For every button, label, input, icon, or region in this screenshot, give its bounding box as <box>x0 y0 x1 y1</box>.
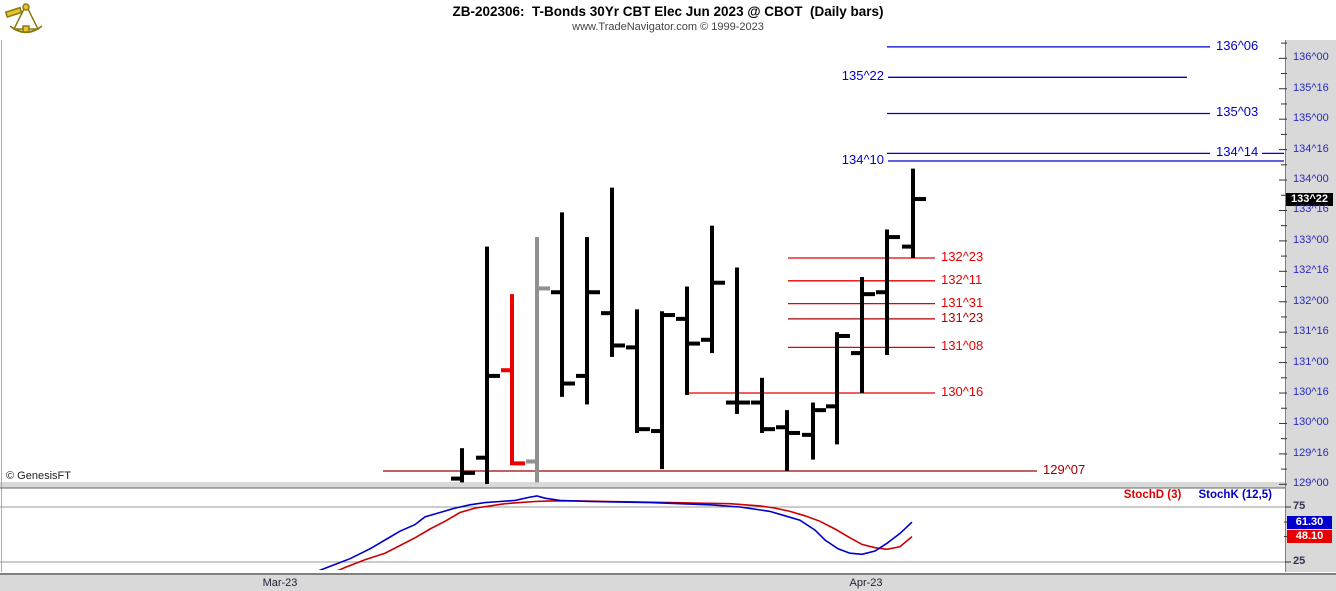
stochk-legend-label[interactable]: StochK (12,5) <box>1198 489 1273 501</box>
price-level-label[interactable]: 131^31 <box>941 294 984 310</box>
price-axis-label: 129^00 <box>1293 477 1329 490</box>
stoch-value-badge: 48.10 <box>1287 530 1332 544</box>
date-axis-label-apr-23[interactable]: Apr-23 <box>849 577 883 589</box>
ohlc-bar <box>601 187 625 357</box>
price-level-label[interactable]: 130^16 <box>941 384 984 400</box>
ohlc-bar <box>802 402 826 460</box>
ohlc-bar <box>476 246 500 484</box>
price-axis-label: 132^16 <box>1293 264 1329 277</box>
price-level-label[interactable]: 134^10 <box>841 152 884 167</box>
price-axis-label: 135^16 <box>1293 81 1329 94</box>
copyright-label: © GenesisFT <box>6 470 71 482</box>
ohlc-bar <box>851 277 875 394</box>
stochk-line[interactable] <box>310 495 913 574</box>
ohlc-bar <box>576 237 600 405</box>
price-axis-label: 131^00 <box>1293 355 1329 368</box>
chart-title: ZB-202306: T-Bonds 30Yr CBT Elec Jun 202… <box>452 4 884 19</box>
stoch-axis-label-25: 25 <box>1293 555 1306 567</box>
ohlc-bar <box>676 286 700 395</box>
price-axis-label: 134^00 <box>1293 173 1329 186</box>
date-axis-strip[interactable] <box>0 573 1336 591</box>
price-axis-label: 135^00 <box>1293 112 1329 125</box>
ohlc-bar <box>551 212 575 397</box>
last-price-badge: 133^22 <box>1286 192 1333 206</box>
ohlc-bar <box>626 309 650 433</box>
chart-subtitle: www.TradeNavigator.com © 1999-2023 <box>572 21 764 33</box>
stoch-pane[interactable] <box>0 495 1285 576</box>
price-axis-label: 132^00 <box>1293 294 1329 307</box>
price-axis-label: 134^16 <box>1293 142 1329 155</box>
pane-separator[interactable] <box>0 482 1286 488</box>
price-axis-label: 129^16 <box>1293 446 1329 459</box>
price-axis-strip[interactable] <box>1286 40 1336 572</box>
price-level-label[interactable]: 132^23 <box>941 249 984 264</box>
ohlc-bar <box>651 311 675 470</box>
price-level-label[interactable]: 132^11 <box>941 271 983 287</box>
price-level-label[interactable]: 135^22 <box>841 68 884 84</box>
price-pane[interactable] <box>383 46 1284 484</box>
ohlc-bar <box>876 229 900 355</box>
date-axis-label-mar-23[interactable]: Mar-23 <box>262 577 298 589</box>
pane-right-border <box>1285 40 1286 572</box>
ohlc-bar <box>826 332 850 445</box>
ohlc-bar <box>501 294 525 466</box>
price-level-label[interactable]: 135^03 <box>1216 104 1259 120</box>
price-axis-label: 131^16 <box>1293 325 1329 338</box>
price-level-label[interactable]: 131^23 <box>941 309 984 325</box>
ohlc-bar <box>451 448 475 483</box>
stoch-legend: StochD (3) StochK (12,5) <box>1110 489 1272 501</box>
stoch-axis-label-75: 75 <box>1293 500 1306 512</box>
ohlc-bar <box>776 410 800 471</box>
price-level-label[interactable]: 134^14 <box>1216 144 1259 160</box>
ohlc-bar <box>726 267 750 414</box>
price-axis-label: 130^16 <box>1293 386 1329 399</box>
stochd-line[interactable] <box>325 500 913 576</box>
ohlc-bar <box>751 377 775 433</box>
pane-left-border <box>1 40 2 572</box>
ohlc-bar <box>902 168 926 259</box>
price-level-label[interactable]: 131^08 <box>941 338 984 354</box>
price-axis-label: 133^16 <box>1293 203 1329 216</box>
ohlc-bar <box>526 237 550 483</box>
price-level-label[interactable]: 136^06 <box>1216 37 1259 53</box>
price-axis-label: 133^00 <box>1293 233 1329 246</box>
price-axis-label: 136^00 <box>1293 51 1329 64</box>
ohlc-bar <box>701 225 725 354</box>
stoch-value-badge: 61.30 <box>1287 515 1332 529</box>
price-axis-label: 130^00 <box>1293 416 1329 429</box>
sextant-logo-icon <box>4 2 48 38</box>
price-level-label[interactable]: 129^07 <box>1043 462 1086 477</box>
stochd-legend-label[interactable]: StochD (3) <box>1123 489 1182 501</box>
